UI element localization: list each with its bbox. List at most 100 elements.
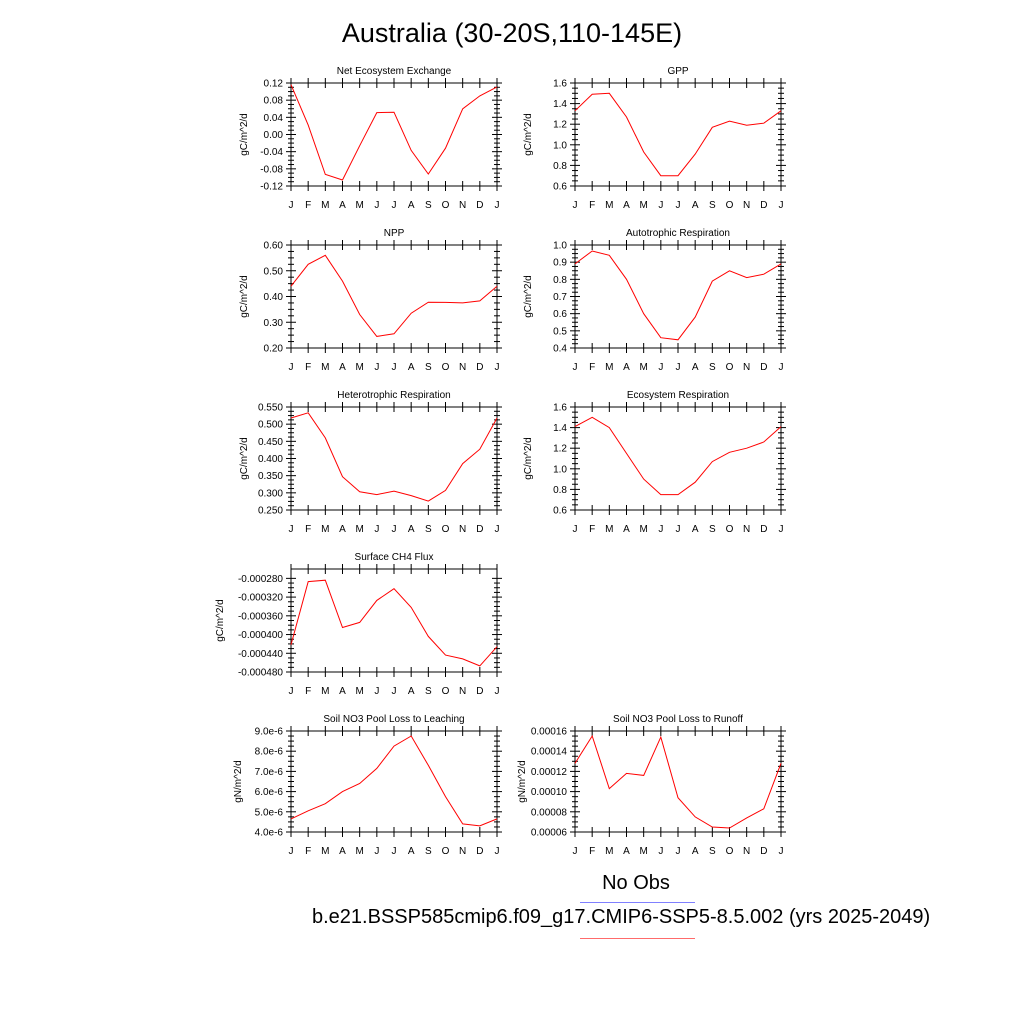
y-tick-label: -0.04 bbox=[260, 147, 283, 158]
x-tick-label: D bbox=[760, 200, 767, 211]
x-tick-label: N bbox=[743, 524, 750, 535]
x-tick-label: F bbox=[589, 362, 595, 373]
y-tick-label: 0.6 bbox=[553, 182, 567, 193]
x-tick-label: S bbox=[709, 846, 716, 857]
chart-title: NPP bbox=[384, 228, 405, 239]
x-tick-label: A bbox=[692, 362, 699, 373]
series-line bbox=[574, 734, 782, 829]
x-tick-label: J bbox=[573, 200, 578, 211]
y-axis-label: gC/m^2/d bbox=[239, 437, 250, 480]
x-tick-label: N bbox=[459, 686, 466, 697]
legend-obs-label: No Obs bbox=[602, 872, 670, 894]
chart-panel: Ecosystem Respiration gC/m^2/d 0.6 0.8 1.0 1.… bbox=[523, 390, 786, 535]
x-tick-label: A bbox=[339, 846, 346, 857]
x-tick-label: M bbox=[355, 200, 363, 211]
x-tick-label: F bbox=[305, 686, 311, 697]
x-tick-label: J bbox=[495, 686, 500, 697]
chart-panel: Soil NO3 Pool Loss to Leaching gN/m^2/d 4.… bbox=[233, 714, 502, 857]
y-tick-label: 0.00006 bbox=[531, 828, 568, 839]
x-tick-label: A bbox=[623, 524, 630, 535]
y-axis-label: gC/m^2/d bbox=[523, 437, 534, 480]
x-tick-label: D bbox=[476, 200, 483, 211]
y-tick-label: 0.500 bbox=[258, 420, 283, 431]
y-tick-label: -0.000480 bbox=[238, 668, 283, 679]
plot-frame bbox=[574, 244, 782, 349]
x-tick-label: M bbox=[605, 524, 613, 535]
x-tick-label: O bbox=[726, 846, 734, 857]
x-tick-label: J bbox=[289, 200, 294, 211]
series-line bbox=[290, 84, 498, 181]
y-tick-label: 8.0e-6 bbox=[255, 747, 284, 758]
x-tick-label: F bbox=[589, 200, 595, 211]
y-tick-label: 9.0e-6 bbox=[255, 727, 284, 738]
x-tick-label: J bbox=[676, 524, 681, 535]
x-tick-label: N bbox=[459, 846, 466, 857]
chart-title: Net Ecosystem Exchange bbox=[337, 66, 452, 77]
chart-title: Ecosystem Respiration bbox=[627, 390, 729, 401]
x-tick-label: A bbox=[692, 846, 699, 857]
y-tick-label: 7.0e-6 bbox=[255, 767, 284, 778]
plot-frame bbox=[290, 406, 498, 511]
x-tick-label: J bbox=[676, 200, 681, 211]
x-tick-label: M bbox=[321, 524, 329, 535]
y-tick-label: 0.450 bbox=[258, 437, 283, 448]
y-tick-label: 0.08 bbox=[264, 96, 284, 107]
y-tick-label: 0.9 bbox=[553, 258, 567, 269]
x-tick-label: N bbox=[459, 200, 466, 211]
x-tick-label: M bbox=[605, 362, 613, 373]
y-tick-label: 0.8 bbox=[553, 161, 567, 172]
y-tick-label: 0.40 bbox=[264, 292, 284, 303]
series-line bbox=[574, 92, 782, 177]
plot-frame bbox=[290, 568, 498, 673]
x-tick-label: J bbox=[658, 362, 663, 373]
y-tick-label: -0.000440 bbox=[238, 649, 283, 660]
x-tick-label: O bbox=[442, 200, 450, 211]
x-tick-label: O bbox=[442, 846, 450, 857]
x-tick-label: J bbox=[289, 686, 294, 697]
series-line bbox=[290, 412, 498, 502]
y-tick-label: 0.20 bbox=[264, 344, 284, 355]
x-tick-label: J bbox=[658, 846, 663, 857]
x-tick-label: A bbox=[339, 362, 346, 373]
y-tick-label: -0.000400 bbox=[238, 630, 283, 641]
x-tick-label: N bbox=[743, 200, 750, 211]
y-tick-label: 4.0e-6 bbox=[255, 828, 284, 839]
plot-frame bbox=[290, 244, 498, 349]
x-tick-label: D bbox=[760, 362, 767, 373]
x-tick-label: N bbox=[743, 362, 750, 373]
y-tick-label: 1.0 bbox=[553, 464, 567, 475]
x-tick-label: S bbox=[425, 362, 432, 373]
y-tick-label: 1.0 bbox=[553, 140, 567, 151]
x-tick-label: J bbox=[573, 362, 578, 373]
x-tick-label: M bbox=[355, 686, 363, 697]
y-axis-label: gN/m^2/d bbox=[233, 760, 244, 803]
x-tick-label: S bbox=[425, 686, 432, 697]
x-tick-label: F bbox=[305, 362, 311, 373]
x-tick-label: M bbox=[639, 200, 647, 211]
chart-title: Heterotrophic Respiration bbox=[337, 390, 450, 401]
y-tick-label: 0.6 bbox=[553, 506, 567, 517]
y-tick-label: 5.0e-6 bbox=[255, 807, 284, 818]
chart-title: GPP bbox=[667, 66, 688, 77]
y-tick-label: 1.2 bbox=[553, 120, 567, 131]
x-tick-label: A bbox=[408, 362, 415, 373]
x-tick-label: J bbox=[779, 524, 784, 535]
legend-obs-line bbox=[580, 902, 695, 903]
y-tick-label: 0.250 bbox=[258, 506, 283, 517]
y-tick-label: 0.00014 bbox=[531, 747, 568, 758]
y-axis-label: gC/m^2/d bbox=[215, 599, 226, 642]
x-tick-label: D bbox=[760, 524, 767, 535]
x-tick-label: M bbox=[639, 524, 647, 535]
plot-frame bbox=[574, 730, 782, 833]
x-tick-label: A bbox=[339, 686, 346, 697]
series-line bbox=[574, 250, 782, 341]
x-tick-label: N bbox=[743, 846, 750, 857]
x-tick-label: N bbox=[459, 362, 466, 373]
y-tick-label: -0.12 bbox=[260, 182, 283, 193]
y-tick-label: 1.0 bbox=[553, 241, 567, 252]
legend-case-label: b.e21.BSSP585cmip6.f09_g17.CMIP6-SSP5-8.… bbox=[312, 906, 931, 928]
y-tick-label: 0.350 bbox=[258, 471, 283, 482]
x-tick-label: J bbox=[658, 524, 663, 535]
legend-case-line bbox=[580, 938, 695, 939]
y-tick-label: 0.5 bbox=[553, 326, 567, 337]
